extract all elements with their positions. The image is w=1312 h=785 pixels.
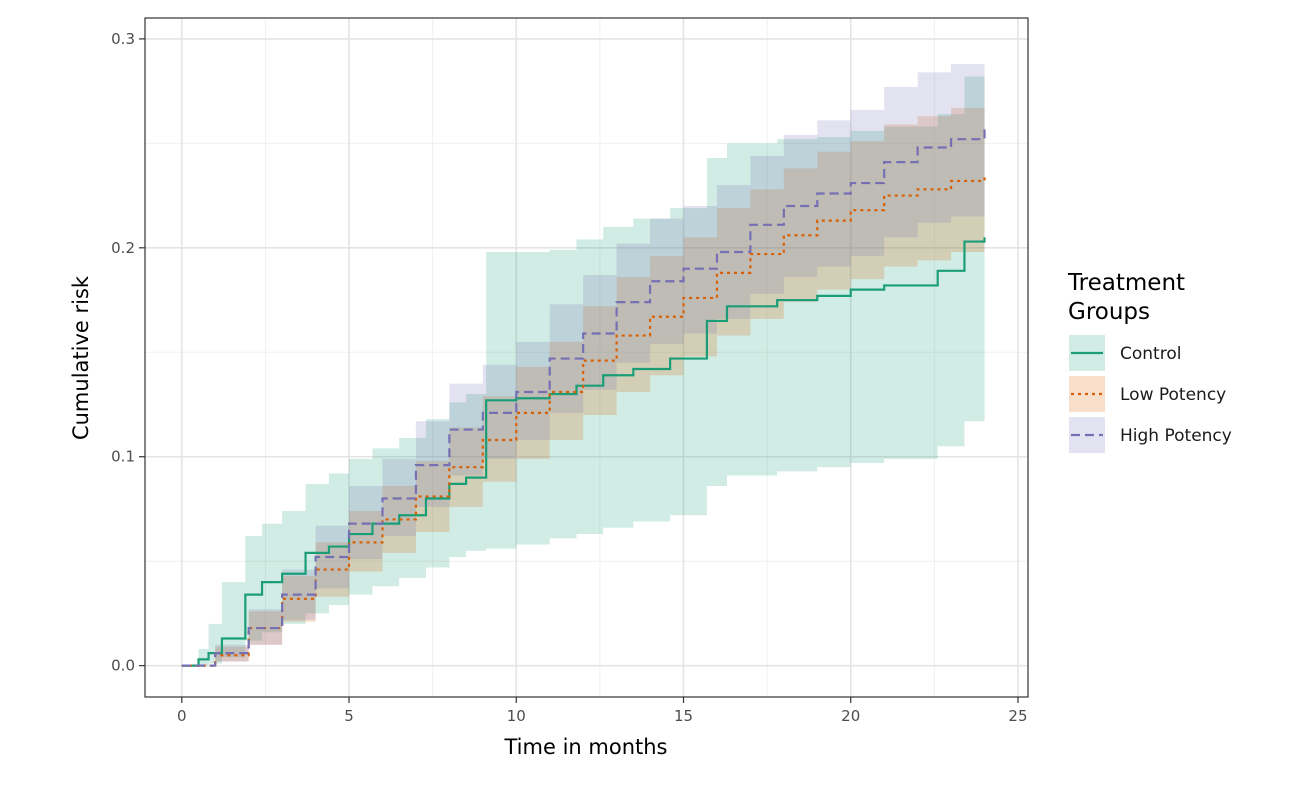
legend-title-line-2: Groups [1068,299,1150,325]
series-lines [181,126,986,667]
y-tick-label: 0.3 [111,30,135,48]
legend-label: Low Potency [1120,385,1226,405]
band-control [181,70,985,666]
x-tick-label: 10 [507,707,526,725]
y-tick-label: 0.1 [111,448,135,466]
x-tick-label: 5 [344,707,354,725]
legend-label: Control [1120,344,1181,364]
y-axis-title: Cumulative risk [69,275,93,440]
legend: Treatment Groups Control Low Potency High … [1067,270,1232,453]
legend-item-low-potency: Low Potency [1069,376,1226,412]
line-control [181,237,986,667]
legend-item-high-potency: High Potency [1069,417,1232,453]
line-high-potency [181,126,986,667]
x-tick-label: 15 [674,707,693,725]
x-axis: 0 5 10 15 20 25 [177,697,1028,725]
x-axis-title: Time in months [504,735,668,759]
legend-item-control: Control [1069,335,1181,371]
legend-items: Control Low Potency High Potency [1069,335,1232,453]
y-axis: 0.0 0.1 0.2 0.3 [111,30,145,675]
panel-border [144,17,1029,698]
x-tick-label: 0 [177,707,187,725]
legend-title-line-1: Treatment [1067,270,1185,296]
legend-label: High Potency [1120,426,1232,446]
grid-lines [145,18,1028,697]
x-tick-label: 20 [841,707,860,725]
y-tick-label: 0.2 [111,239,135,257]
x-tick-label: 25 [1008,707,1027,725]
y-tick-label: 0.0 [111,657,135,675]
